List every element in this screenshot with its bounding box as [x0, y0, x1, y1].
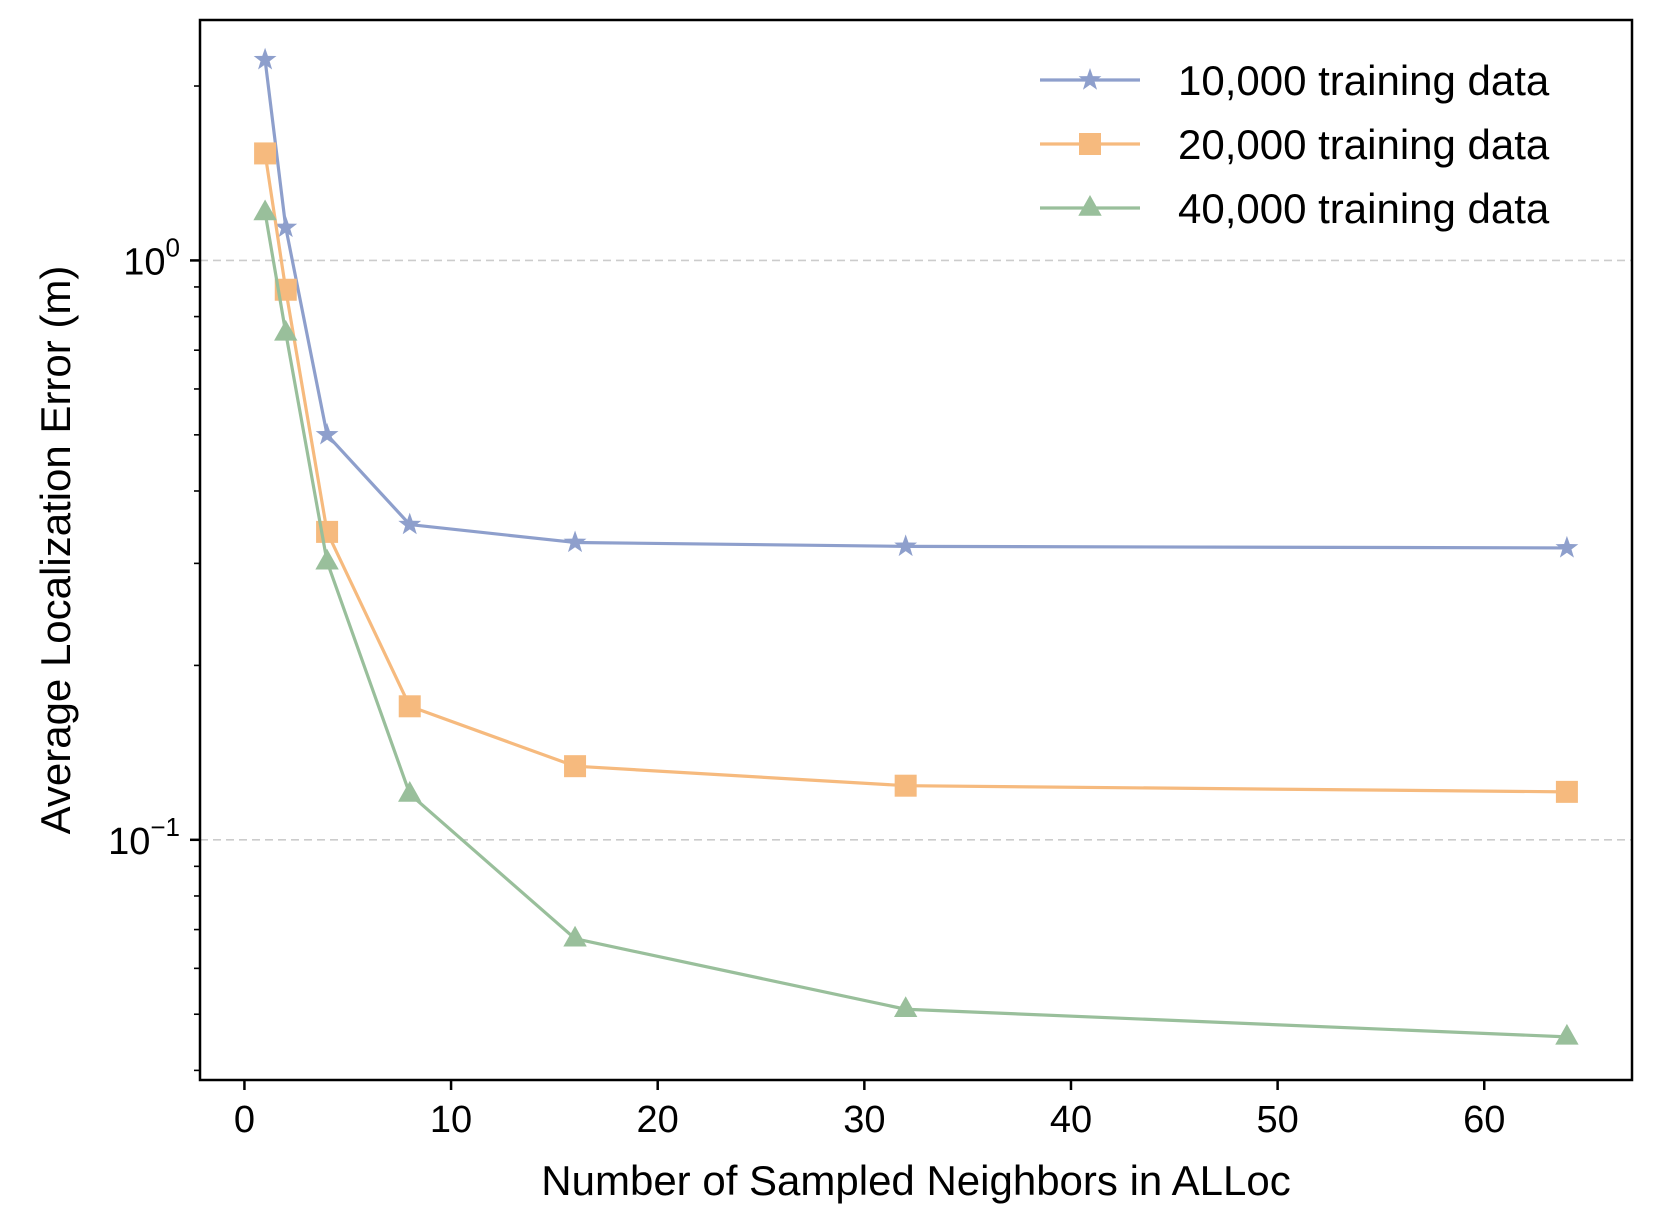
y-tick-exponent: 0 — [166, 232, 180, 262]
data-point — [564, 755, 587, 778]
data-point — [563, 530, 587, 553]
x-tick-label: 10 — [430, 1099, 472, 1141]
data-point — [1555, 535, 1579, 558]
x-axis-label: Number of Sampled Neighbors in ALLoc — [541, 1157, 1290, 1204]
legend-item: 10,000 training data — [1040, 57, 1550, 104]
y-tick-label: 10−1 — [108, 812, 180, 863]
y-tick-base: 10 — [123, 241, 165, 283]
data-point — [315, 548, 339, 570]
x-tick-label: 30 — [843, 1099, 885, 1141]
x-tick-label: 40 — [1050, 1099, 1092, 1141]
data-point — [315, 422, 339, 445]
data-point — [894, 774, 917, 797]
series-3 — [253, 199, 1579, 1045]
plot-frame — [198, 18, 1634, 1082]
data-point — [398, 512, 422, 535]
data-point — [274, 319, 298, 341]
legend-item: 20,000 training data — [1040, 121, 1550, 168]
legend-marker — [1078, 68, 1102, 90]
series-layer — [253, 47, 1579, 1045]
data-point — [274, 215, 298, 238]
data-point — [1555, 1023, 1579, 1045]
y-tick-exponent: −1 — [150, 812, 180, 842]
data-point — [254, 142, 277, 165]
legend-label: 40,000 training data — [1178, 185, 1550, 232]
legend-label: 20,000 training data — [1178, 121, 1550, 168]
series-2 — [254, 142, 1578, 803]
data-point — [893, 996, 918, 1018]
legend: 10,000 training data 20,000 training data… — [1040, 57, 1550, 232]
legend-marker — [1078, 195, 1102, 216]
x-axis-ticks: 0 10 20 30 40 50 60 — [234, 1080, 1505, 1141]
y-axis-label: Average Localization Error (m) — [32, 266, 79, 835]
legend-item: 40,000 training data — [1040, 185, 1550, 232]
data-point — [253, 47, 277, 70]
data-point — [563, 925, 587, 947]
y-tick-label: 100 — [123, 232, 180, 283]
series-line — [263, 212, 1567, 1039]
data-point — [398, 695, 421, 718]
series-line — [263, 153, 1567, 794]
data-point — [253, 199, 277, 221]
x-tick-label: 60 — [1463, 1099, 1505, 1141]
legend-marker — [1079, 133, 1101, 155]
series-1 — [253, 47, 1579, 558]
x-tick-label: 0 — [234, 1099, 255, 1141]
legend-label: 10,000 training data — [1178, 57, 1550, 104]
x-tick-label: 50 — [1256, 1099, 1298, 1141]
grid-lines — [200, 259, 1632, 841]
data-point — [398, 780, 422, 802]
data-point — [894, 534, 918, 557]
y-tick-base: 10 — [108, 821, 150, 863]
x-tick-label: 20 — [637, 1099, 679, 1141]
data-point — [1555, 780, 1578, 803]
